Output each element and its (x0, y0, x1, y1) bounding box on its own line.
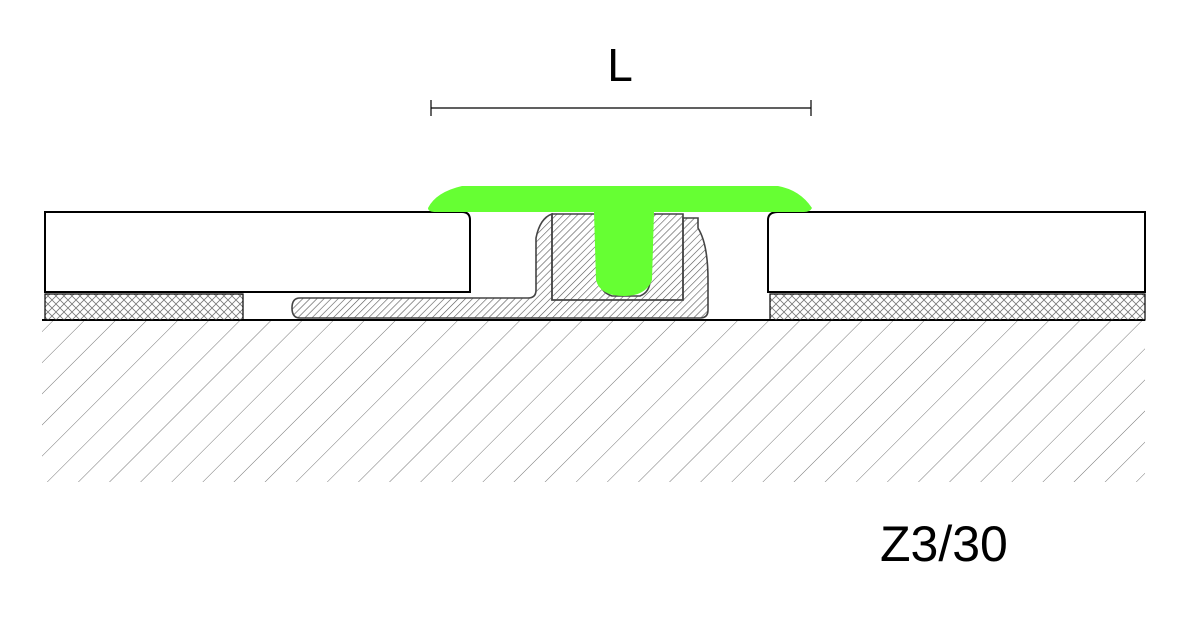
underlay-right (769, 293, 1146, 321)
model-code-label: Z3/30 (880, 516, 1008, 572)
dimension-label: L (607, 39, 633, 91)
t-profile-insert (428, 186, 812, 296)
underlay-left (44, 293, 244, 321)
floor-panel-left (44, 211, 471, 293)
floor-panel-right (767, 211, 1146, 293)
dimension-line-l (430, 100, 812, 116)
subfloor (42, 319, 1145, 482)
